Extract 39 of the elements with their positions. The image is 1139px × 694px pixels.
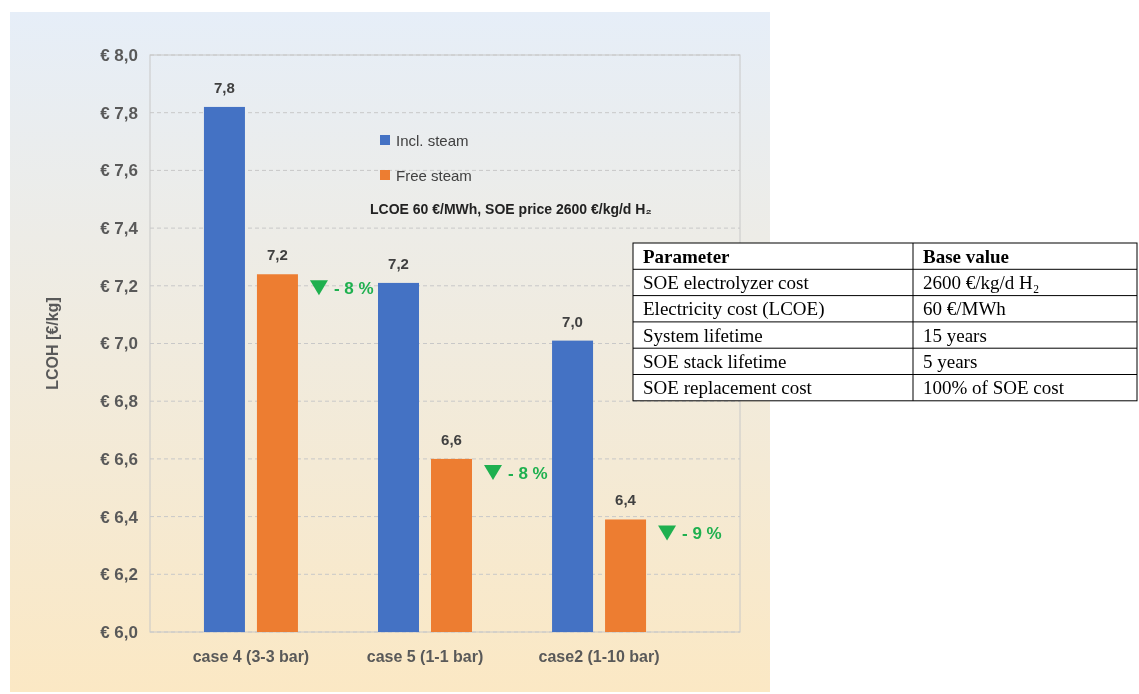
- text: 2600 €/kg/d H₂: [923, 272, 1040, 294]
- y-tick-label: € 7,2: [100, 276, 138, 296]
- data-label: 7,2: [388, 254, 409, 272]
- y-tick-label: € 7,0: [100, 334, 138, 354]
- y-tick-label: € 6,0: [100, 622, 138, 642]
- y-tick-label: € 6,4: [100, 507, 139, 527]
- data-label: 7,2: [267, 246, 288, 264]
- x-tick-label: case 4 (3-3 bar): [192, 648, 310, 665]
- annotation: - 9 %: [682, 524, 722, 544]
- text: 60 €/MWh: [923, 298, 1007, 320]
- legend-label: Free steam: [396, 167, 472, 185]
- annotation: SOE stack lifetime: [643, 351, 787, 372]
- annotation: Parameter: [643, 245, 731, 267]
- y-tick-label: € 7,4: [100, 219, 139, 239]
- y-axis-title: LCOH [€/kg]: [44, 297, 61, 390]
- y-tick-label: € 6,8: [100, 392, 138, 412]
- annotation: - 8 %: [508, 463, 548, 483]
- data-label: 6,4: [615, 491, 637, 509]
- annotation: SOE electrolyzer cost: [643, 272, 810, 294]
- legend-label: Incl. steam: [396, 132, 469, 150]
- text: 100% of SOE cost: [923, 377, 1065, 399]
- text: 15 years: [923, 324, 987, 346]
- text: 5 years: [923, 351, 978, 372]
- annotation: Electricity cost (LCOE): [643, 298, 825, 321]
- x-tick-label: case 5 (1-1 bar): [366, 648, 484, 665]
- y-tick-label: € 6,2: [100, 565, 138, 585]
- data-label: 7,0: [562, 312, 583, 330]
- x-tick-label: case2 (1-10 bar): [538, 648, 660, 665]
- data-label: 6,6: [441, 430, 462, 448]
- data-label: 7,8: [214, 78, 235, 96]
- annotation: - 8 %: [333, 279, 374, 299]
- annotation: LCOE 60 €/MWh, SOE price 2600 €/kg/d H₂: [370, 200, 652, 217]
- y-tick-label: € 8,0: [100, 45, 138, 65]
- annotation: SOE replacement cost: [643, 377, 813, 399]
- text: Base value: [923, 245, 1010, 267]
- annotation: System lifetime: [643, 324, 763, 346]
- y-tick-label: € 7,8: [100, 103, 138, 123]
- y-tick-label: € 6,6: [100, 449, 138, 469]
- y-tick-label: € 7,6: [100, 161, 138, 181]
